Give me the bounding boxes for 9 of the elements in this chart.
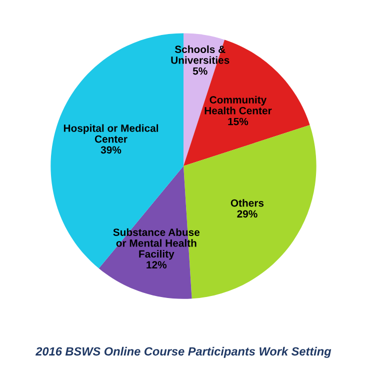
data-label: 5% (192, 67, 208, 75)
text: 2016 BSWS Online Course Participants Work Setting (35, 346, 332, 358)
slice-label: Others (230, 199, 264, 207)
data-label: 39% (100, 146, 122, 154)
slice-label: Community Health Center (204, 96, 272, 114)
data-label: 12% (146, 261, 167, 268)
data-label: 15% (228, 118, 248, 126)
slice-label: Hospital or Medical Center (64, 124, 158, 143)
data-label: 29% (237, 210, 258, 218)
